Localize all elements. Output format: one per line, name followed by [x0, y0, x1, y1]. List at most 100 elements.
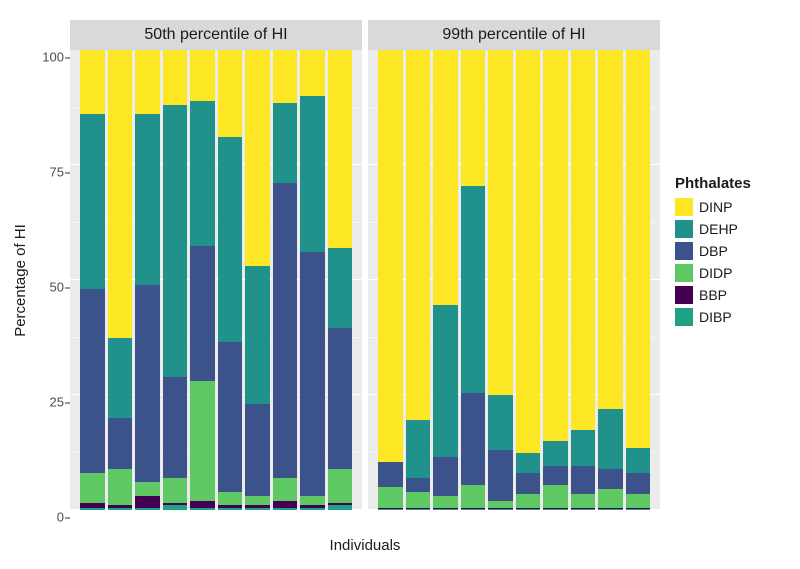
bar: [378, 50, 403, 510]
bar-segment-dbp: [273, 183, 298, 477]
bar-segment-dinp: [245, 50, 270, 266]
bar-segment-didp: [433, 496, 458, 508]
bar-segment-dehp: [406, 420, 431, 478]
bar-segment-dinp: [406, 50, 431, 420]
bar: [433, 50, 458, 510]
bar: [245, 50, 270, 510]
legend-item: BBP: [675, 286, 785, 304]
bar-segment-dinp: [80, 50, 105, 114]
bar-segment-dibp: [406, 509, 431, 510]
legend-swatch: [675, 198, 693, 216]
bar-segment-didp: [190, 381, 215, 501]
bar-segment-dbp: [543, 466, 568, 484]
plot-area: 50th percentile of HI99th percentile of …: [70, 20, 660, 510]
bar: [300, 50, 325, 510]
bar-segment-dehp: [190, 101, 215, 246]
bar-segment-dinp: [598, 50, 623, 409]
bar-segment-dbp: [516, 473, 541, 494]
bar-segment-dibp: [598, 509, 623, 510]
legend-title: Phthalates: [675, 175, 785, 192]
legend-swatch: [675, 308, 693, 326]
bar-segment-dbp: [300, 252, 325, 496]
y-tick: 50: [4, 280, 64, 295]
bar-segment-dibp: [190, 508, 215, 510]
legend-item: DINP: [675, 198, 785, 216]
bar-segment-didp: [488, 501, 513, 508]
bar-segment-dbp: [328, 328, 353, 468]
bar-segment-dehp: [461, 186, 486, 393]
bars: [378, 50, 650, 510]
legend-label: DEHP: [699, 221, 738, 237]
y-tick: 25: [4, 395, 64, 410]
bar-segment-dehp: [626, 448, 651, 473]
legend-swatch: [675, 286, 693, 304]
bar: [328, 50, 353, 510]
legend-item: DIDP: [675, 264, 785, 282]
bar-segment-dinp: [273, 50, 298, 103]
bar-segment-dehp: [163, 105, 188, 376]
y-tick: 0: [4, 510, 64, 525]
bar-segment-didp: [135, 482, 160, 496]
bar-segment-dinp: [300, 50, 325, 96]
bar-segment-dibp: [108, 508, 133, 510]
bar-segment-dehp: [433, 305, 458, 457]
bar-segment-dbp: [218, 342, 243, 492]
x-axis-title: Individuals: [70, 537, 660, 554]
bar-segment-didp: [163, 478, 188, 503]
bar-segment-dinp: [626, 50, 651, 448]
bar-segment-dehp: [108, 338, 133, 419]
bar: [598, 50, 623, 510]
bar-segment-dbp: [571, 466, 596, 494]
legend-label: DIDP: [699, 265, 732, 281]
bar-segment-dibp: [461, 509, 486, 510]
bar: [516, 50, 541, 510]
bar-segment-dinp: [108, 50, 133, 338]
bar-segment-dibp: [300, 508, 325, 510]
bar-segment-didp: [461, 485, 486, 508]
bar-segment-didp: [598, 489, 623, 507]
bar-segment-didp: [300, 496, 325, 505]
chart-container: Percentage of HI 0255075100 50th percent…: [0, 0, 800, 569]
bar-segment-didp: [571, 494, 596, 508]
bar-segment-dbp: [626, 473, 651, 494]
y-tick: 100: [4, 50, 64, 65]
bar-segment-dibp: [516, 509, 541, 510]
bar-segment-dibp: [163, 505, 188, 510]
bar-segment-bbp: [190, 501, 215, 508]
bar: [461, 50, 486, 510]
bar-segment-dibp: [80, 508, 105, 510]
bar-segment-dinp: [378, 50, 403, 462]
bar-segment-dinp: [543, 50, 568, 441]
bar-segment-dinp: [135, 50, 160, 114]
bar-segment-dbp: [245, 404, 270, 496]
bar-segment-dibp: [218, 508, 243, 510]
legend-label: BBP: [699, 287, 727, 303]
bar-segment-didp: [378, 487, 403, 508]
bar: [406, 50, 431, 510]
bar-segment-dbp: [406, 478, 431, 492]
bar-segment-dbp: [461, 393, 486, 485]
facet: 50th percentile of HI: [70, 20, 362, 510]
facet-strip: 99th percentile of HI: [368, 20, 660, 50]
bar-segment-dehp: [328, 248, 353, 329]
bar-segment-dehp: [218, 137, 243, 342]
bar-segment-dinp: [218, 50, 243, 137]
bar-segment-dbp: [488, 450, 513, 501]
bar-segment-dbp: [433, 457, 458, 496]
bar-segment-dibp: [571, 509, 596, 510]
bar-segment-dibp: [328, 505, 353, 510]
bar-segment-dehp: [488, 395, 513, 450]
bar-segment-dibp: [245, 508, 270, 510]
legend-label: DBP: [699, 243, 728, 259]
bar-segment-dinp: [328, 50, 353, 248]
bar-segment-didp: [626, 494, 651, 508]
legend-swatch: [675, 220, 693, 238]
bar-segment-dehp: [80, 114, 105, 289]
bar-segment-dehp: [516, 453, 541, 474]
bar-segment-didp: [80, 473, 105, 503]
bar-segment-dinp: [433, 50, 458, 305]
facet: 99th percentile of HI: [368, 20, 660, 510]
bar-segment-didp: [328, 469, 353, 504]
bar-segment-dbp: [190, 246, 215, 382]
bar-segment-dbp: [163, 377, 188, 478]
